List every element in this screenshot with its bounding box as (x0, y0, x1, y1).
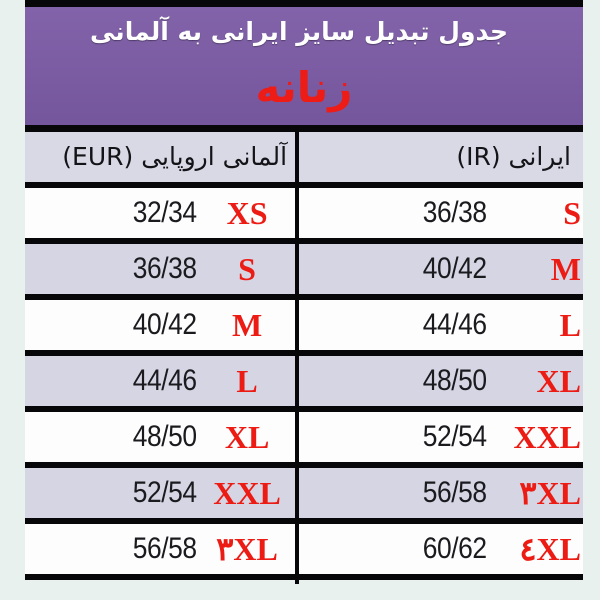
eur-number: 52/54 (133, 476, 198, 509)
cell-eur: 32/34 XS (25, 188, 296, 238)
table-row: 44/46 L 48/50 XL (25, 356, 583, 412)
banner-bottom-divider (25, 125, 583, 132)
eur-size: XS (226, 195, 268, 231)
eur-number: 48/50 (133, 420, 198, 453)
cell-ir: 40/42 M (299, 244, 583, 294)
eur-size: M (231, 307, 263, 343)
eur-number: 44/46 (133, 364, 198, 397)
eur-size: XL (224, 419, 270, 455)
cell-ir: 52/54 XXL (299, 412, 583, 462)
ir-size: L (559, 307, 581, 343)
eur-number: 36/38 (133, 252, 198, 285)
table-row: 32/34 XS 36/38 S (25, 188, 583, 244)
page-subtitle: زنانه (255, 63, 353, 112)
ir-size: M (550, 251, 581, 287)
ir-size: ۳XL (519, 475, 581, 511)
header-bottom-divider (25, 182, 583, 188)
title-banner: جدول تبدیل سایز ایرانی به آلمانی زنانه (25, 7, 583, 125)
cell-eur: 56/58 ۳XL (25, 524, 296, 574)
table-header-row: آلمانی اروپایی (EUR) ایرانی (IR) (25, 132, 583, 182)
cell-ir: 48/50 XL (299, 356, 583, 406)
ir-size: S (563, 195, 581, 231)
column-divider (295, 132, 299, 584)
ir-number: 52/54 (423, 420, 487, 453)
eur-size: L (236, 363, 258, 399)
cell-eur: 36/38 S (25, 244, 296, 294)
eur-size: XXL (213, 475, 281, 511)
cell-eur: 40/42 M (25, 300, 296, 350)
column-header-eur-label: آلمانی اروپایی (EUR) (62, 142, 288, 171)
table-row: 52/54 XXL 56/58 ۳XL (25, 468, 583, 524)
ir-number: 60/62 (423, 532, 487, 565)
table-row: 56/58 ۳XL 60/62 ٤XL (25, 524, 583, 580)
ir-number: 48/50 (423, 364, 487, 397)
cell-ir: 56/58 ۳XL (299, 468, 583, 518)
ir-size: XL (536, 363, 581, 399)
eur-number: 56/58 (133, 532, 198, 565)
table-body: 32/34 XS 36/38 S 36/38 S 40/42 M 40/42 M (25, 188, 583, 580)
eur-number: 32/34 (133, 196, 198, 229)
eur-size: S (238, 251, 256, 287)
ir-number: 44/46 (423, 308, 487, 341)
ir-number: 36/38 (423, 196, 487, 229)
column-header-eur: آلمانی اروپایی (EUR) (25, 132, 296, 182)
top-divider (25, 0, 583, 7)
table-row: 48/50 XL 52/54 XXL (25, 412, 583, 468)
page-title: جدول تبدیل سایز ایرانی به آلمانی (90, 17, 508, 46)
cell-eur: 52/54 XXL (25, 468, 296, 518)
column-header-ir: ایرانی (IR) (299, 132, 583, 182)
cell-ir: 44/46 L (299, 300, 583, 350)
table-row: 36/38 S 40/42 M (25, 244, 583, 300)
ir-size: ٤XL (519, 531, 581, 567)
table-row: 40/42 M 44/46 L (25, 300, 583, 356)
cell-eur: 44/46 L (25, 356, 296, 406)
column-header-ir-label: ایرانی (IR) (456, 142, 571, 171)
cell-ir: 60/62 ٤XL (299, 524, 583, 574)
cell-ir: 36/38 S (299, 188, 583, 238)
eur-size: ۳XL (216, 531, 278, 567)
ir-size: XXL (513, 419, 581, 455)
ir-number: 40/42 (423, 252, 487, 285)
ir-number: 56/58 (423, 476, 487, 509)
cell-eur: 48/50 XL (25, 412, 296, 462)
eur-number: 40/42 (133, 308, 198, 341)
